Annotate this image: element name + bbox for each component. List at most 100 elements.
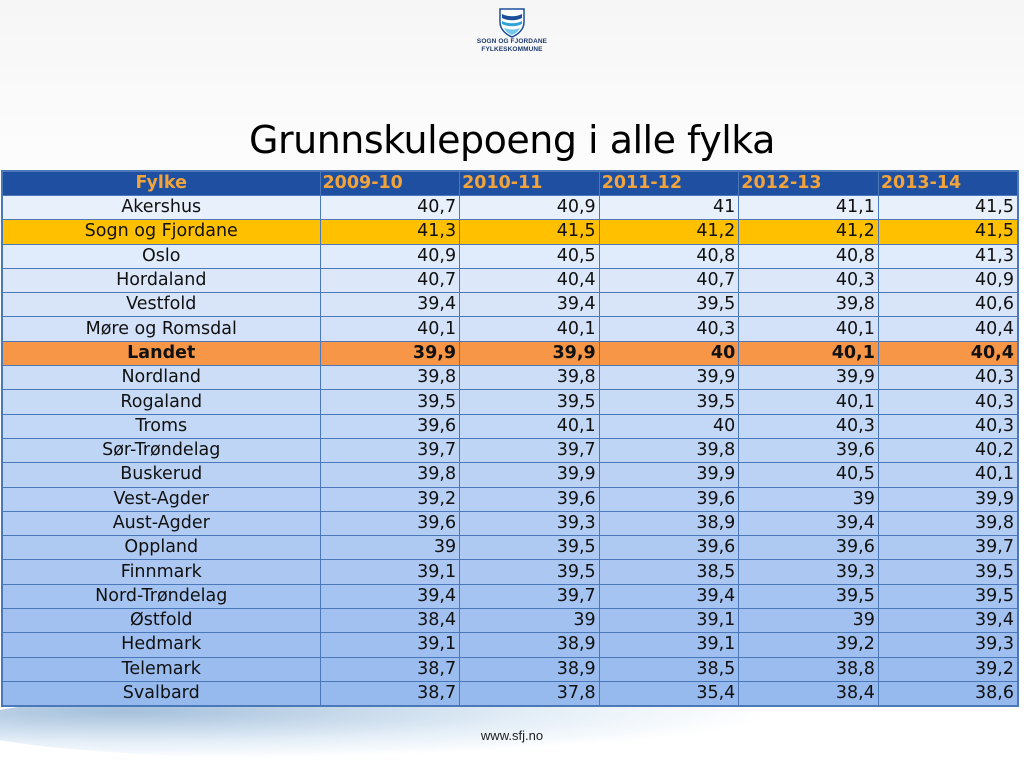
score-cell: 40 [598,340,740,367]
score-cell: 39,8 [598,437,740,464]
score-cell: 39,5 [877,559,1019,585]
score-cell: 38,5 [598,559,740,585]
score-cell: 38,6 [877,680,1019,707]
score-cell: 39,8 [738,292,879,318]
table-header-row: Fylke 2009-10 2010-11 2011-12 2012-13 2013-14 [1,170,1019,196]
score-cell: 41,5 [877,194,1019,221]
score-cell: 40,7 [319,267,461,294]
score-cell: 39,1 [319,632,461,658]
score-cell: 39,1 [598,608,740,634]
table-row: Landet 39,9 39,9 40 40,1 40,4 [1,340,1019,367]
score-cell: 40,1 [459,316,600,342]
score-cell: 39,7 [459,583,600,610]
score-cell: 39,3 [459,510,600,537]
score-cell: 39,2 [877,656,1019,682]
score-cell: 41 [598,194,740,221]
table-row: Hedmark 39,1 38,9 39,1 39,2 39,3 [1,632,1019,658]
table-row: Nord-Trøndelag 39,4 39,7 39,4 39,5 39,5 [1,583,1019,610]
score-cell: 40,5 [738,462,879,488]
table-row: Sogn og Fjordane 41,3 41,5 41,2 41,2 41,5 [1,219,1019,245]
county-name-cell: Nord-Trøndelag [1,583,321,610]
score-cell: 39,4 [319,292,461,318]
score-cell: 39,7 [319,437,461,464]
score-cell: 40,4 [459,267,600,294]
score-cell: 38,7 [319,680,461,707]
score-cell: 39,5 [877,583,1019,610]
table-row: Sør-Trøndelag 39,7 39,7 39,8 39,6 40,2 [1,437,1019,464]
table-row: Svalbard 38,7 37,8 35,4 38,4 38,6 [1,680,1019,707]
county-name-cell: Rogaland [1,389,321,415]
column-header-year: 2011-12 [598,170,740,196]
score-cell: 40,5 [459,243,600,269]
county-name-cell: Hedmark [1,632,321,658]
score-cell: 38,7 [319,656,461,682]
score-cell: 39,2 [738,632,879,658]
score-cell: 39 [738,608,879,634]
column-header-year: 2013-14 [877,170,1019,196]
score-cell: 39,5 [738,583,879,610]
county-name-cell: Telemark [1,656,321,682]
score-cell: 39,9 [319,340,461,367]
table-body: Akershus 40,7 40,9 41 41,1 41,5 Sogn og Fjorda… [1,194,1019,707]
score-cell: 41,3 [319,219,461,245]
score-cell: 40,4 [877,340,1019,367]
score-cell: 39,6 [598,535,740,561]
table-row: Telemark 38,7 38,9 38,5 38,8 39,2 [1,656,1019,682]
score-cell: 39,4 [598,583,740,610]
score-cell: 39,9 [738,365,879,391]
county-name-cell: Finnmark [1,559,321,585]
score-cell: 39,4 [877,608,1019,634]
score-cell: 39,6 [319,510,461,537]
score-cell: 39,3 [877,632,1019,658]
score-cell: 39,2 [319,486,461,512]
county-name-cell: Østfold [1,608,321,634]
table-row: Nordland 39,8 39,8 39,9 39,9 40,3 [1,365,1019,391]
county-name-cell: Oppland [1,535,321,561]
county-name-cell: Vestfold [1,292,321,318]
score-cell: 39,6 [459,486,600,512]
column-header-year: 2010-11 [459,170,600,196]
score-cell: 39,7 [877,535,1019,561]
score-cell: 39,3 [738,559,879,585]
score-cell: 38,4 [738,680,879,707]
score-cell: 39,6 [738,437,879,464]
score-cell: 39,8 [319,462,461,488]
table-row: Troms 39,6 40,1 40 40,3 40,3 [1,413,1019,439]
county-name-cell: Troms [1,413,321,439]
score-cell: 39,5 [459,389,600,415]
score-cell: 41,2 [598,219,740,245]
score-cell: 40,1 [738,316,879,342]
score-cell: 40,1 [459,413,600,439]
table-row: Oppland 39 39,5 39,6 39,6 39,7 [1,535,1019,561]
county-name-cell: Oslo [1,243,321,269]
score-cell: 39,4 [319,583,461,610]
score-cell: 39,1 [319,559,461,585]
score-cell: 39,8 [877,510,1019,537]
score-cell: 40,3 [877,389,1019,415]
logo-text-line2: FYLKESKOMMUNE [481,46,543,53]
county-name-cell: Nordland [1,365,321,391]
score-cell: 40,1 [738,389,879,415]
score-cell: 35,4 [598,680,740,707]
county-name-cell: Sogn og Fjordane [1,219,321,245]
score-cell: 39 [319,535,461,561]
score-cell: 39,9 [598,365,740,391]
score-cell: 40,4 [877,316,1019,342]
scores-table: Fylke 2009-10 2010-11 2011-12 2012-13 2013-14… [1,170,1019,708]
score-cell: 40,7 [598,267,740,294]
table-row: Aust-Agder 39,6 39,3 38,9 39,4 39,8 [1,510,1019,537]
table-row: Akershus 40,7 40,9 41 41,1 41,5 [1,194,1019,221]
table-row: Vestfold 39,4 39,4 39,5 39,8 40,6 [1,292,1019,318]
score-cell: 40,3 [877,365,1019,391]
score-cell: 39,5 [598,292,740,318]
score-cell: 40,8 [598,243,740,269]
table-row: Østfold 38,4 39 39,1 39 39,4 [1,608,1019,634]
score-cell: 40,1 [877,462,1019,488]
county-name-cell: Landet [1,340,321,367]
score-cell: 39,4 [738,510,879,537]
county-name-cell: Møre og Romsdal [1,316,321,342]
county-name-cell: Aust-Agder [1,510,321,537]
score-cell: 38,8 [738,656,879,682]
score-cell: 39,9 [598,462,740,488]
score-cell: 40,7 [319,194,461,221]
